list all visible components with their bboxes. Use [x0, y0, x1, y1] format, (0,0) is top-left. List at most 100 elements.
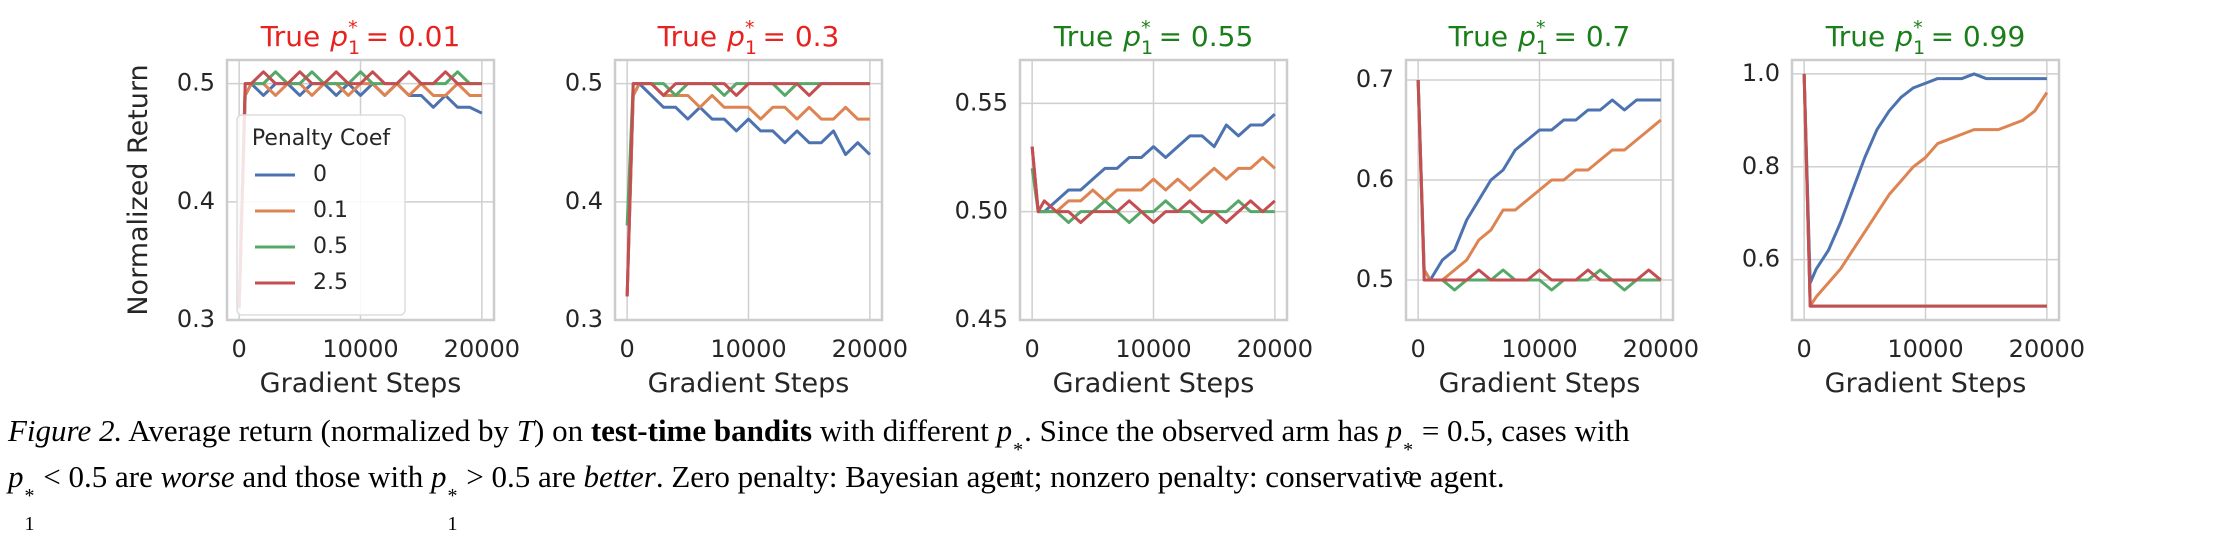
y-tick-label: 0.45	[955, 305, 1008, 333]
title-text: True	[1448, 20, 1508, 53]
legend-label: 0	[313, 162, 327, 187]
title-value: = 0.55	[1159, 20, 1254, 53]
x-tick-label: 10000	[1115, 335, 1191, 363]
caption-text: ) on	[534, 413, 584, 448]
x-axis-label: Gradient Steps	[260, 368, 462, 399]
series-line	[1030, 146, 1276, 214]
series-line	[1416, 79, 1661, 292]
plot-area	[1802, 72, 2049, 308]
y-tick-label: 0.50	[955, 197, 1008, 225]
title-symbol: p	[329, 20, 348, 53]
y-tick-label: 0.4	[177, 187, 215, 215]
caption-text: . Zero penalty: Bayesian agent; nonzero …	[655, 459, 1505, 494]
caption-text: < 0.5 are	[43, 459, 153, 494]
x-tick-label: 0	[1024, 335, 1039, 363]
caption-math-sup: *	[24, 485, 35, 507]
y-tick-label: 0.3	[177, 305, 215, 333]
caption-math-sub: 1	[1013, 467, 1024, 489]
title-sub: 1	[348, 37, 360, 59]
x-tick-label: 0	[231, 335, 246, 363]
caption-text: with different	[819, 413, 989, 448]
title-sup: *	[1141, 17, 1151, 39]
plot-frame	[225, 58, 496, 322]
title-text: True	[1825, 20, 1885, 53]
x-tick-label: 20000	[1237, 335, 1313, 363]
y-tick-label: 0.5	[177, 69, 215, 97]
caption-math-sub: 0	[1403, 467, 1414, 489]
plot-frame	[1018, 58, 1289, 322]
y-axis-label: Normalized Return	[123, 64, 154, 315]
y-tick-label: 0.6	[1356, 165, 1394, 193]
y-tick-label: 0.3	[565, 305, 603, 333]
caption-math: p	[1386, 413, 1403, 448]
x-tick-label: 20000	[444, 335, 520, 363]
title-sub: 1	[745, 37, 757, 59]
y-tick-label: 1.0	[1742, 59, 1780, 87]
series-line	[1802, 73, 2047, 308]
caption-bold: test-time bandits	[590, 413, 813, 448]
caption-text: > 0.5 are	[466, 459, 576, 494]
x-tick-label: 0	[619, 335, 634, 363]
x-tick-label: 0	[1796, 335, 1811, 363]
chart-title: True p1* = 0.01	[260, 17, 461, 59]
caption-math-sup: *	[447, 485, 458, 507]
caption-text: and those with	[242, 459, 424, 494]
title-symbol: p	[1894, 20, 1913, 53]
caption-text: = 0.5, cases with	[1421, 413, 1630, 448]
caption-math-sup: *	[1013, 439, 1024, 461]
series-line	[1802, 73, 2049, 308]
title-value: = 0.99	[1931, 20, 2026, 53]
title-sup: *	[1913, 17, 1923, 39]
title-sup: *	[348, 17, 358, 39]
title-symbol: p	[1517, 20, 1536, 53]
y-tick-label: 0.7	[1356, 65, 1394, 93]
title-value: = 0.7	[1553, 20, 1630, 53]
chart-title: True p1* = 0.99	[1825, 17, 2026, 59]
title-value: = 0.3	[762, 20, 839, 53]
caption-math: p	[996, 413, 1013, 448]
x-tick-label: 10000	[1501, 335, 1577, 363]
plot-area	[625, 82, 871, 297]
series-line	[1416, 79, 1661, 282]
caption-math-sup: *	[1403, 439, 1414, 461]
caption-italic: worse	[160, 459, 235, 494]
series-line	[237, 70, 482, 309]
title-symbol: p	[726, 20, 745, 53]
plot-area	[1030, 113, 1276, 224]
series-line	[1802, 72, 2047, 285]
caption-math: T	[516, 413, 534, 448]
plot-frame	[1790, 58, 2061, 322]
title-text: True	[260, 20, 320, 53]
legend-box	[236, 114, 406, 316]
plot-frame	[1404, 58, 1675, 322]
series-line	[237, 82, 482, 309]
series-line	[1030, 113, 1276, 214]
y-tick-label: 0.55	[955, 88, 1008, 116]
x-axis-label: Gradient Steps	[648, 368, 850, 399]
x-axis-label: Gradient Steps	[1825, 368, 2027, 399]
x-axis-label: Gradient Steps	[1439, 368, 1641, 399]
y-tick-label: 0.8	[1742, 152, 1780, 180]
plot-area	[237, 70, 483, 309]
caption-label: Figure 2.	[8, 413, 123, 448]
x-axis-label: Gradient Steps	[1053, 368, 1255, 399]
x-tick-label: 20000	[2009, 335, 2085, 363]
page: {"chart_data": [ {"type": "line", "title…	[8, 17, 2086, 535]
caption-math: p	[430, 459, 447, 494]
legend-label: 0.5	[313, 234, 348, 259]
title-text: True	[657, 20, 717, 53]
x-tick-label: 10000	[710, 335, 786, 363]
caption-text: Average return (normalized by	[128, 413, 509, 448]
y-tick-label: 0.4	[565, 187, 603, 215]
x-tick-label: 10000	[1887, 335, 1963, 363]
legend-label: 2.5	[313, 270, 348, 295]
y-tick-label: 0.6	[1742, 245, 1780, 273]
plot-frame	[613, 58, 884, 322]
x-tick-label: 20000	[832, 335, 908, 363]
series-line	[1030, 168, 1275, 224]
series-line	[1030, 146, 1276, 224]
title-value: = 0.01	[366, 20, 461, 53]
title-sup: *	[745, 17, 755, 39]
legend-title: Penalty Coef	[252, 126, 392, 151]
